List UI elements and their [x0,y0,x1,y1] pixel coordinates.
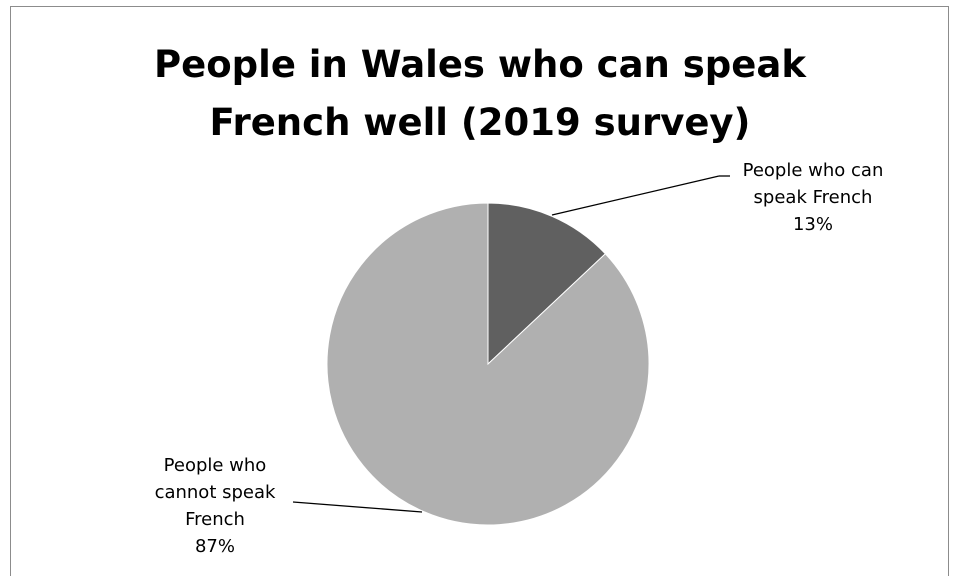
chart-title: People in Wales who can speak French wel… [0,36,960,152]
leader-line-cannot-speak [292,501,423,513]
pie-slice-cannot-speak [326,202,650,526]
pie-slice-can-speak [487,202,607,366]
slice-label-cannot-speak-line-3: French [185,509,245,530]
chart-title-line-2: French well (2019 survey) [209,101,751,144]
slice-value-cannot-speak: 87% [194,536,235,557]
slice-label-can-speak: People who can speak French 13% [720,157,906,238]
slice-label-can-speak-line-2: speak French [753,187,873,208]
slice-value-can-speak: 13% [792,214,833,235]
pie-slices [326,202,650,526]
chart-title-line-1: People in Wales who can speak [154,43,806,86]
slice-label-cannot-speak-line-1: People who [163,455,267,476]
slice-label-cannot-speak-line-2: cannot speak [154,482,276,503]
leader-line-can-speak [551,175,720,216]
slice-label-cannot-speak: People who cannot speak French 87% [135,452,295,560]
slice-label-can-speak-line-1: People who can [742,160,884,181]
